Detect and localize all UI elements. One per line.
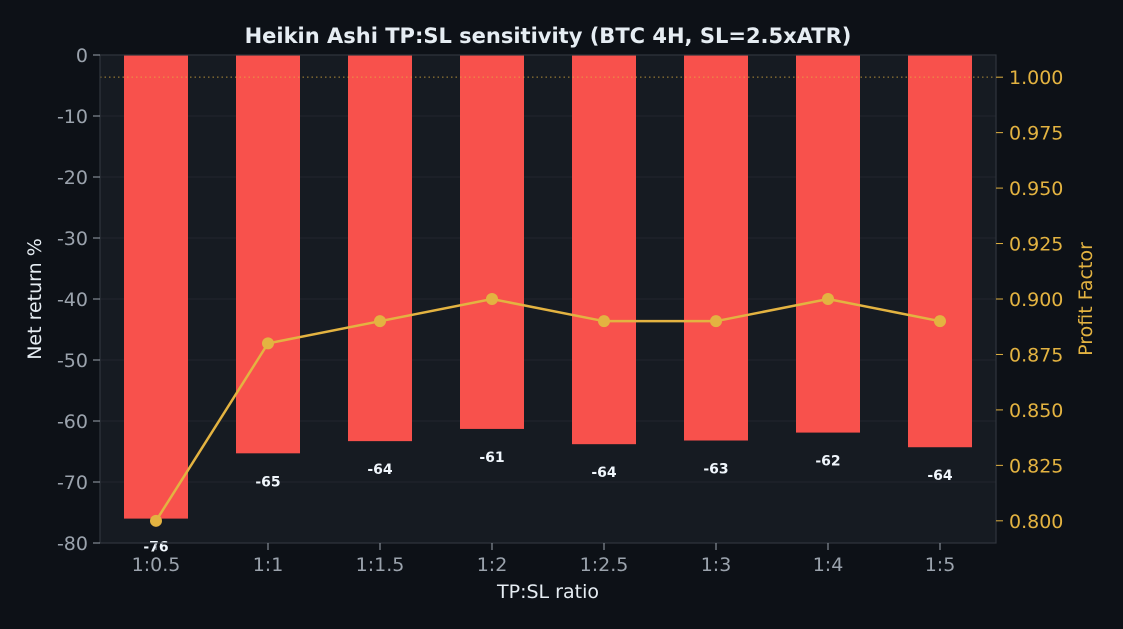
bar-value-label: -64: [591, 465, 617, 481]
bar: [684, 55, 748, 441]
profit-factor-line: [154, 297, 941, 522]
x-axis: 1:0.5 1:1 1:1.5 1:2 1:2.5 1:3 1:4 1:5: [132, 543, 956, 576]
y2-tick-label: 0.825: [1009, 455, 1063, 477]
x-tick-label: 1:2.5: [580, 554, 629, 576]
y-axis-right: 1.000 0.975 0.950 0.925 0.900 0.875 0.850 0.825…: [996, 67, 1063, 533]
profit-factor-point: [934, 315, 946, 328]
x-tick-label: 1:5: [925, 554, 956, 576]
y2-axis-title: Profit Factor: [1075, 242, 1097, 356]
bar: [796, 55, 860, 433]
profit-factor-point: [374, 315, 386, 328]
bar-value-label: -65: [255, 474, 280, 490]
profit-factor-point: [710, 315, 722, 328]
y-tick-label: 0: [76, 45, 88, 67]
bar: [124, 55, 188, 519]
y2-tick-label: 1.000: [1009, 67, 1063, 89]
y2-tick-label: 0.900: [1009, 289, 1063, 311]
x-axis-title: TP:SL ratio: [496, 581, 599, 603]
x-tick-label: 1:0.5: [132, 554, 181, 576]
y-tick-label: -50: [57, 350, 88, 372]
profit-factor-point: [598, 315, 610, 328]
y-tick-label: -10: [57, 106, 88, 128]
y2-tick-label: 0.850: [1009, 400, 1063, 422]
y-tick-label: -80: [57, 533, 88, 555]
x-tick-label: 1:3: [701, 554, 732, 576]
bar-value-label: -63: [703, 462, 728, 478]
bar-value-labels: -76-65-64-61-64 -63 -62-64: [143, 450, 953, 556]
y2-tick-label: 0.950: [1009, 178, 1063, 200]
y-axis-left: 0 -10 -20 -30 -40 -50 -60 -70 -80: [57, 45, 100, 555]
x-tick-label: 1:1.5: [356, 554, 405, 576]
profit-factor-point: [822, 293, 834, 305]
profit-factor-point: [262, 337, 274, 350]
y2-tick-label: 0.875: [1009, 344, 1063, 366]
bar: [572, 55, 636, 445]
bar-value-label: -61: [479, 450, 504, 466]
x-tick-label: 1:4: [813, 554, 844, 576]
bar-value-label: -62: [815, 454, 840, 470]
profit-factor-point: [486, 293, 498, 305]
y-tick-label: -40: [57, 289, 88, 311]
y-tick-label: -20: [57, 167, 88, 189]
bar-value-label: -64: [927, 468, 953, 484]
profit-factor-series: [150, 293, 946, 527]
y2-tick-label: 0.925: [1009, 234, 1063, 256]
profit-factor-point: [150, 514, 162, 527]
bar: [236, 55, 300, 454]
y2-tick-label: 0.975: [1009, 123, 1063, 145]
bar: [348, 55, 412, 442]
x-tick-label: 1:2: [477, 554, 508, 576]
y-tick-label: -70: [57, 472, 88, 494]
chart-title: Heikin Ashi TP:SL sensitivity (BTC 4H, S…: [245, 24, 852, 48]
bar-value-label: -64: [367, 462, 393, 478]
y2-tick-label: 0.800: [1009, 511, 1063, 533]
y-axis-title: Net return %: [24, 238, 46, 360]
bar-series: [124, 55, 972, 519]
bar: [908, 55, 972, 448]
y-tick-label: -30: [57, 228, 88, 250]
bar: [460, 55, 524, 429]
y-tick-label: -60: [57, 411, 88, 433]
x-tick-label: 1:1: [253, 554, 284, 576]
